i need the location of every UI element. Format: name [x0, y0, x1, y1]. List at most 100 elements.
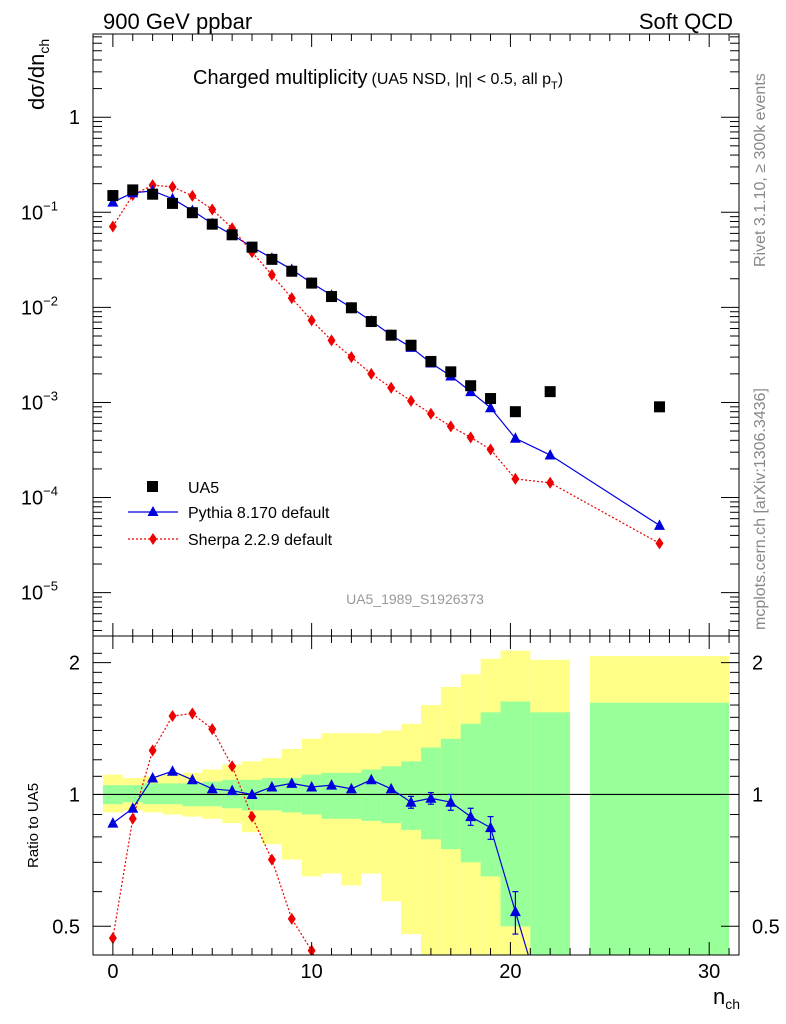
- title-sub-c: ): [558, 71, 563, 88]
- ua5-point: [167, 197, 179, 209]
- pythia-ratio-point: [326, 779, 338, 790]
- legend: UA5 Pythia 8.170 default Sherpa 2.2.9 de…: [128, 480, 333, 549]
- pythia-ratio-point: [425, 792, 437, 803]
- ua5-point: [107, 190, 119, 202]
- legend-sherpa-marker: [149, 533, 157, 545]
- uncertainty-band-inner: [341, 772, 362, 819]
- ua5-point: [465, 380, 477, 392]
- sherpa-ratio-point: [148, 744, 157, 757]
- ua5-point: [286, 265, 298, 277]
- main-x-ticks: [92, 34, 730, 636]
- sherpa-point: [407, 394, 416, 407]
- ratio-plot-marks: [93, 650, 739, 955]
- ratio-y-tick-label-left: 1: [69, 784, 80, 806]
- uncertainty-band-inner: [589, 702, 730, 955]
- ua5-point: [306, 277, 318, 289]
- legend-pythia-marker: [147, 506, 159, 516]
- ua5-point: [127, 184, 139, 196]
- chart-title: Charged multiplicity (UA5 NSD, |η| < 0.5,…: [193, 67, 563, 92]
- ua5-point: [509, 406, 521, 418]
- uncertainty-band-inner: [530, 712, 571, 955]
- uncertainty-band-inner: [122, 785, 143, 803]
- pythia-ratio-point: [127, 802, 139, 813]
- pythia-ratio-point: [246, 788, 258, 799]
- y-tick-exp: −5: [43, 579, 58, 594]
- y-tick-label: 10−3: [21, 388, 58, 414]
- pythia-point: [485, 401, 497, 413]
- sherpa-point: [307, 314, 316, 327]
- legend-data-marker: [147, 481, 158, 492]
- pythia-ratio-point: [167, 765, 179, 776]
- legend-pythia-label: Pythia 8.170 default: [188, 505, 330, 522]
- pythia-ratio-point: [405, 796, 417, 807]
- pythia-ratio-point: [186, 773, 198, 785]
- ua5-point: [186, 207, 198, 219]
- pythia-ratio-point: [147, 772, 159, 783]
- sherpa-point: [208, 203, 217, 216]
- title-sub-eta: η: [459, 71, 468, 88]
- pythia-ratio-point: [465, 810, 477, 822]
- title-main: Charged multiplicity: [193, 67, 368, 89]
- sherpa-point: [546, 476, 555, 489]
- uncertainty-band-inner: [142, 783, 163, 805]
- side-mcplots-label: mcplots.cern.ch [arXiv:1306.3436]: [752, 388, 769, 630]
- ua5-point: [326, 291, 338, 303]
- y-tick-label: 10−2: [21, 293, 58, 319]
- ua5-point: [405, 339, 417, 351]
- pythia-point: [107, 196, 119, 207]
- sherpa-point: [655, 537, 664, 550]
- y-tick-label: 10−4: [21, 484, 58, 510]
- sherpa-ratio-point: [287, 912, 296, 925]
- pythia-ratio-point: [286, 777, 298, 788]
- sherpa-ratio-point: [108, 932, 117, 945]
- sherpa-ratio-point: [267, 853, 276, 866]
- y-tick-base: 10: [21, 202, 43, 224]
- pythia-ratio-point: [385, 782, 397, 794]
- x-tick-label: 10: [301, 961, 323, 983]
- pythia-ratio-point: [306, 780, 318, 792]
- y-tick-exp: −2: [43, 293, 58, 308]
- main-plot-marks: [107, 179, 665, 550]
- ua5-point: [206, 218, 218, 230]
- pythia-ratio-point: [107, 817, 119, 828]
- y-tick-label: 10−1: [21, 198, 58, 224]
- y-tick-base: 10: [21, 392, 43, 414]
- analysis-id: UA5_1989_S1926373: [346, 591, 484, 607]
- ratio-x-ticks: 0 10 20 30: [92, 636, 730, 983]
- title-sub-a: (UA5 NSD, |: [372, 71, 460, 88]
- upper-ylabel-main: dσ/dn: [24, 54, 49, 110]
- xlabel-main: n: [713, 984, 725, 1009]
- x-tick-label: 0: [107, 961, 118, 983]
- main-y-ticks: 110−110−210−310−410−5: [21, 36, 739, 631]
- ratio-ylabel: Ratio to UA5: [25, 783, 42, 868]
- sherpa-point: [327, 334, 336, 347]
- y-tick-exp: −1: [43, 198, 58, 213]
- ua5-point: [544, 386, 556, 398]
- y-tick-base: 10: [21, 583, 43, 605]
- sherpa-point: [486, 443, 495, 456]
- x-tick-label: 20: [499, 961, 521, 983]
- ua5-point: [653, 401, 665, 413]
- pythia-point: [653, 519, 665, 530]
- sherpa-ratio-line: [112, 712, 315, 955]
- ratio-frame: [92, 635, 740, 956]
- y-tick-label: 10−5: [21, 579, 58, 605]
- sherpa-ratio-point: [208, 723, 217, 736]
- title-sub-b: | < 0.5, all p: [468, 71, 551, 88]
- uncertainty-band-inner: [500, 701, 531, 927]
- ratio-y-ticks: 0.5 0.5 1 1 2 2: [52, 653, 780, 939]
- sherpa-point: [168, 180, 177, 193]
- sherpa-ratio-point: [248, 810, 257, 823]
- sherpa-ratio-point: [128, 812, 137, 825]
- sherpa-ratio-point: [228, 760, 237, 773]
- sherpa-point: [267, 268, 276, 281]
- legend-sherpa-label: Sherpa 2.2.9 default: [188, 532, 333, 549]
- sherpa-point: [387, 381, 396, 394]
- ua5-point: [147, 188, 159, 200]
- uncertainty-band-inner: [281, 778, 302, 813]
- pythia-ratio-point: [266, 780, 278, 792]
- pythia-ratio-line: [112, 770, 529, 955]
- y-tick-exp: −3: [43, 388, 58, 403]
- ua5-point: [445, 366, 457, 378]
- ua5-point: [385, 329, 397, 341]
